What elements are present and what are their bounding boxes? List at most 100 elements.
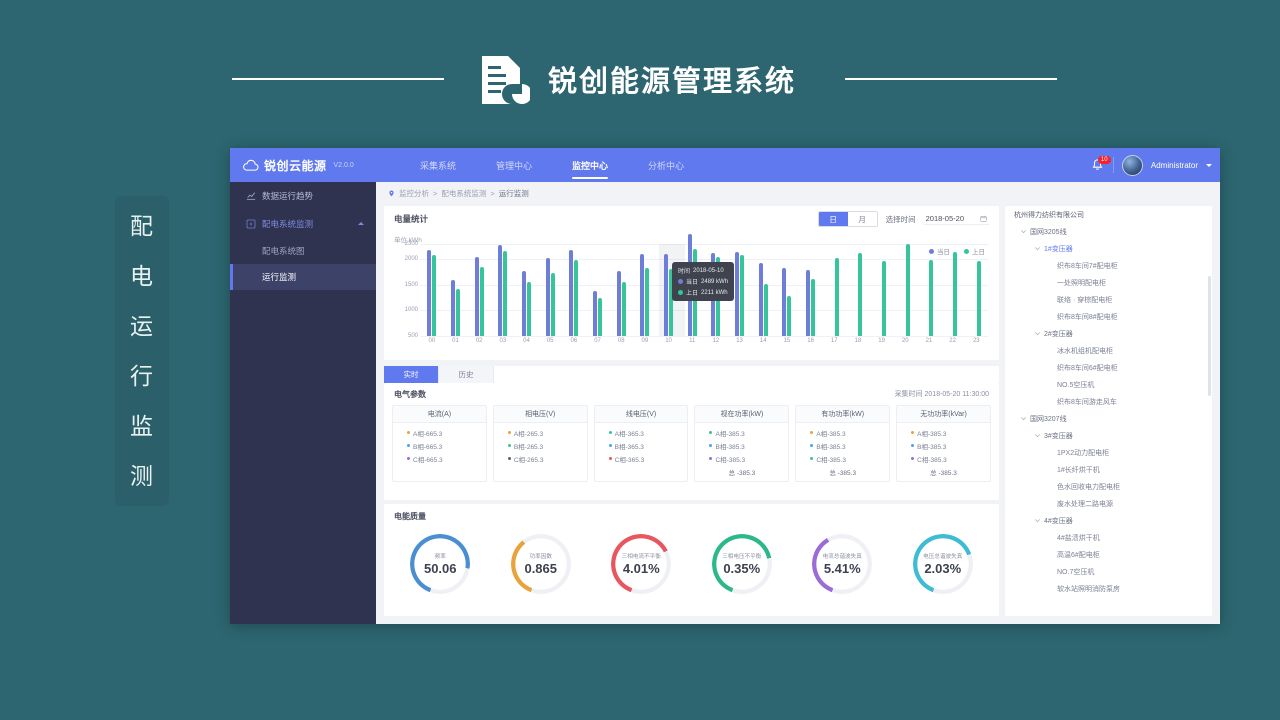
tree-node[interactable]: 1#长纤烘干机 [1005, 461, 1212, 478]
bar-previous-day [456, 288, 460, 336]
breadcrumb-separator: > [433, 188, 438, 198]
tree-node[interactable]: 织布8车间6#配电柜 [1005, 359, 1212, 376]
chevron-down-icon[interactable] [1034, 517, 1041, 524]
chevron-down-icon[interactable] [1206, 163, 1212, 167]
bar-group[interactable] [822, 244, 846, 336]
legend-item-current-day[interactable]: 当日 [929, 246, 950, 256]
tree-node[interactable]: 织布8车间8#配电柜 [1005, 308, 1212, 325]
nav-item-collection[interactable]: 采集系统 [400, 148, 476, 182]
bar-group[interactable] [728, 244, 752, 336]
collect-time-value: 2018-05-20 11:30:00 [924, 391, 989, 398]
sidebar-item-power-monitor[interactable]: 配电系统监测 [230, 210, 376, 238]
chevron-down-icon[interactable] [1034, 330, 1041, 337]
parameter-total: 总 -385.3 [930, 469, 957, 477]
bar-group[interactable] [444, 244, 468, 336]
bar-group[interactable] [893, 244, 917, 336]
chevron-down-icon[interactable] [1020, 415, 1027, 422]
breadcrumb-item-0[interactable]: 监控分析 [399, 188, 429, 198]
phase-dot [608, 431, 612, 434]
bar-group[interactable] [538, 244, 562, 336]
parameter-rows: A相-385.3 B相-385.3 C相-385.3 总 -385.3 [796, 423, 889, 481]
tab-realtime[interactable]: 实时 [384, 366, 439, 383]
range-toggle-month[interactable]: 月 [847, 212, 877, 226]
parameter-value: A相-385.3 [816, 430, 846, 438]
tree-node[interactable]: 织布8车间7#配电柜 [1005, 257, 1212, 274]
tree-node[interactable]: 1#变压器 [1005, 240, 1212, 257]
bar-group[interactable] [420, 244, 444, 336]
nav-item-management[interactable]: 管理中心 [476, 148, 552, 182]
x-tick: 02 [475, 338, 483, 344]
tree-node[interactable]: 冰水机组机配电柜 [1005, 342, 1212, 359]
chart-unit-label: 单位 kWh [394, 237, 422, 244]
bar-previous-day [858, 253, 863, 336]
tree-scrollbar[interactable] [1208, 276, 1211, 396]
bar-previous-day [432, 255, 437, 336]
tree-node-label: 杭州得力纺织有限公司 [1014, 211, 1084, 219]
tree-node[interactable]: 4#盐渍烘干机 [1005, 529, 1212, 546]
bar-previous-day [976, 261, 981, 336]
date-picker[interactable]: 2018-05-20 [923, 214, 989, 225]
tree-node[interactable]: 1PX2动力配电柜 [1005, 444, 1212, 461]
bar-group[interactable] [609, 244, 633, 336]
bar-group[interactable] [964, 244, 988, 336]
chevron-down-icon[interactable] [1034, 245, 1041, 252]
bar-group[interactable] [491, 244, 515, 336]
tree-root-node[interactable]: 杭州得力纺织有限公司 [1005, 206, 1212, 223]
notification-button[interactable]: 10 [1090, 155, 1111, 173]
tooltip-row-previous: 上日 2211 kWh [678, 288, 728, 297]
tree-node[interactable]: 4#变压器 [1005, 512, 1212, 529]
tree-node[interactable]: 2#变压器 [1005, 325, 1212, 342]
electrical-parameters-panel: 电气参数 采集时间 2018-05-20 11:30:00 电流(A) A相-66… [384, 383, 999, 500]
bar-group[interactable] [917, 244, 941, 336]
tree-node[interactable]: 织布8车间游走风车 [1005, 393, 1212, 410]
bar-group[interactable] [515, 244, 539, 336]
range-toggle-day[interactable]: 日 [818, 212, 848, 226]
range-toggle[interactable]: 日 月 [817, 211, 878, 227]
avatar[interactable] [1121, 154, 1143, 176]
chevron-down-icon[interactable] [1034, 432, 1041, 439]
gauge-value: 4.01% [622, 561, 660, 576]
bar-current-day [640, 253, 645, 336]
bar-group[interactable] [751, 244, 775, 336]
power-quality-panel: 电能质量 频率 50.06 功率因数 0.865 三相电流不平衡 4.01% 三相电压不平衡… [384, 504, 999, 616]
tree-node[interactable]: 软水站照明消防泵房 [1005, 580, 1212, 597]
tree-node[interactable]: 国网3207线 [1005, 410, 1212, 427]
legend-item-previous-day[interactable]: 上日 [964, 246, 985, 256]
tree-node[interactable]: 国网3205线 [1005, 223, 1212, 240]
bar-group[interactable] [657, 244, 681, 336]
tab-history[interactable]: 历史 [439, 366, 494, 383]
tree-node-label: 联络 · 穿棕配电柜 [1057, 296, 1113, 304]
bar-group[interactable] [846, 244, 870, 336]
tree-node[interactable]: 3#变压器 [1005, 427, 1212, 444]
bar-group[interactable] [562, 244, 586, 336]
breadcrumb-item-1[interactable]: 配电系统监测 [441, 188, 487, 198]
nav-item-analysis[interactable]: 分析中心 [628, 148, 704, 182]
tree-node-label: 1#变压器 [1044, 245, 1073, 253]
bar-group[interactable] [467, 244, 491, 336]
phase-dot [709, 444, 713, 447]
bar-group[interactable] [775, 244, 799, 336]
sidebar-subitem-system-diagram[interactable]: 配电系统图 [230, 238, 376, 264]
chevron-down-icon[interactable] [1020, 228, 1027, 235]
tree-node[interactable]: NO.7空压机 [1005, 563, 1212, 580]
bar-group[interactable] [586, 244, 610, 336]
parameter-row: A相-365.3 [595, 426, 688, 439]
bar-group[interactable] [799, 244, 823, 336]
tree-node[interactable]: 色水回收电力配电柜 [1005, 478, 1212, 495]
bar-group[interactable] [633, 244, 657, 336]
nav-item-monitoring[interactable]: 监控中心 [552, 148, 628, 182]
application-window: 锐创云能源 V2.0.0 采集系统 管理中心 监控中心 分析中心 10 Admi… [230, 148, 1220, 624]
tree-node[interactable]: NO.5空压机 [1005, 376, 1212, 393]
sidebar-subitem-run-monitor[interactable]: 运行监测 [230, 264, 376, 290]
bar-group[interactable] [941, 244, 965, 336]
tree-node[interactable]: 一处照明配电柜 [1005, 274, 1212, 291]
sidebar-item-data-trend[interactable]: 数据运行趋势 [230, 182, 376, 210]
tree-node[interactable]: 联络 · 穿棕配电柜 [1005, 291, 1212, 308]
tree-node[interactable]: 废水处理二路电源 [1005, 495, 1212, 512]
tree-node[interactable]: 高温6#配电柜 [1005, 546, 1212, 563]
tree-node-label: 3#变压器 [1044, 432, 1073, 440]
chart-title: 电量统计 [394, 214, 429, 224]
bar-group[interactable] [870, 244, 894, 336]
sidebar-subitem-label: 配电系统图 [262, 246, 305, 256]
app-logo[interactable]: 锐创云能源 V2.0.0 [242, 148, 388, 182]
